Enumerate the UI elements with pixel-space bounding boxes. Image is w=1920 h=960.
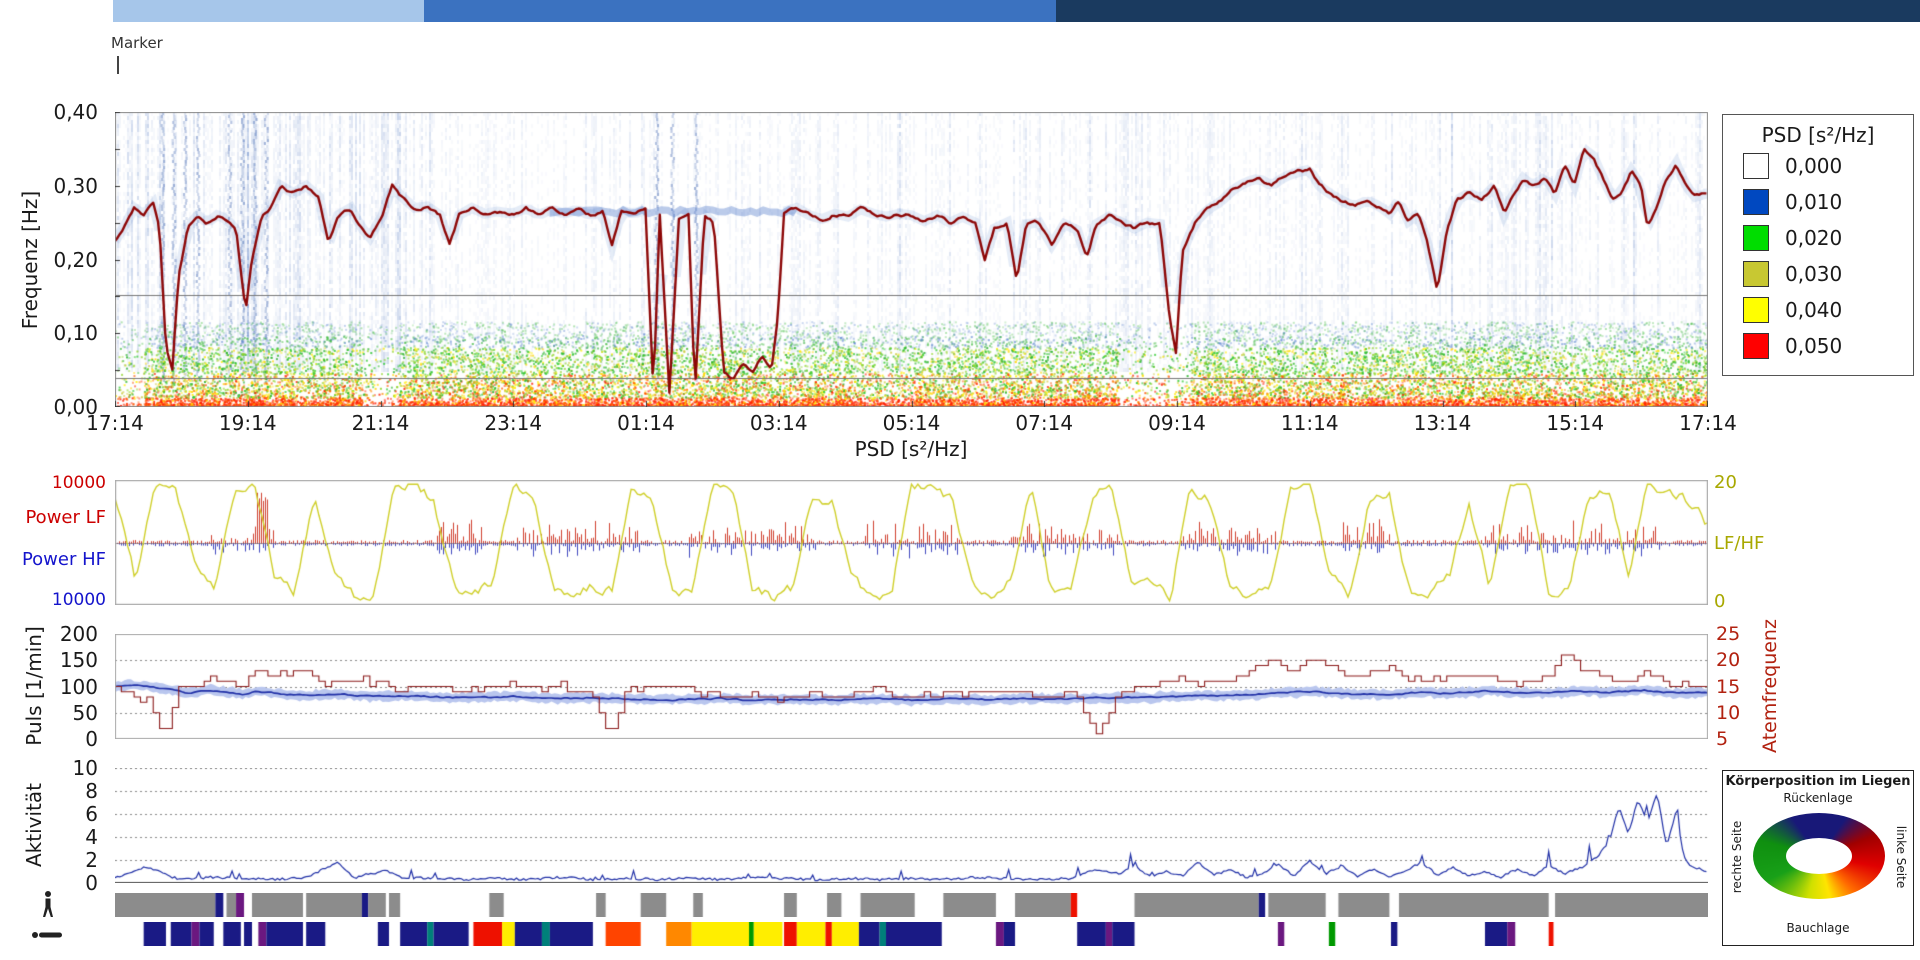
time-tick-label: 03:14: [749, 411, 808, 435]
time-tick-label: 07:14: [1015, 411, 1074, 435]
power-lfhf-plot[interactable]: [115, 480, 1708, 605]
power-hf-label: Power HF: [21, 549, 106, 570]
time-tick-label: 23:14: [484, 411, 543, 435]
respiration-tick-label: 10: [1716, 701, 1741, 724]
frequency-tick-label: 0,10: [53, 321, 98, 346]
time-tick-label: 05:14: [882, 411, 941, 435]
activity-tick-label: 10: [72, 756, 98, 780]
activity-tick-label: 2: [85, 848, 98, 872]
time-tick-label: 21:14: [351, 411, 410, 435]
power-hf-scale-max: 10000: [51, 590, 106, 610]
pulse-respiration-plot[interactable]: [115, 634, 1708, 739]
time-tick-label: 17:14: [1679, 411, 1737, 435]
banner-segment-dark[interactable]: [1056, 0, 1920, 22]
activity-tick-label: 0: [85, 871, 98, 895]
upright-position-bar[interactable]: [115, 893, 1708, 917]
ring-hole: [1786, 838, 1852, 874]
pulse-tick-label: 200: [59, 622, 98, 646]
activity-tick-label: 4: [85, 825, 98, 849]
position-label-left-side: linke Seite: [1894, 825, 1908, 889]
frequency-tick-label: 0,40: [53, 100, 98, 124]
power-lf-scale-max: 10000: [51, 473, 106, 493]
respiration-tick-label: 25: [1716, 623, 1741, 645]
respiration-axis-label: Atemfrequenz: [1759, 619, 1781, 753]
time-tick-label: 17:14: [86, 411, 144, 435]
lfhf-scale-max: 20: [1714, 472, 1737, 493]
pulse-tick-label: 0: [85, 727, 98, 751]
psd-legend-entry: 0,040: [1723, 292, 1913, 327]
psd-color-swatch: [1743, 224, 1769, 251]
banner-segment-mid[interactable]: [423, 0, 1057, 22]
position-label-supine: Rückenlage: [1783, 791, 1853, 805]
psd-legend-entry: 0,000: [1723, 148, 1913, 183]
time-tick-label: 15:14: [1546, 411, 1605, 435]
psd-color-swatch: [1743, 188, 1769, 215]
time-tick-label: 11:14: [1280, 411, 1339, 435]
position-label-right-side: rechte Seite: [1730, 820, 1744, 894]
psd-legend-entry: 0,030: [1723, 256, 1913, 291]
pulse-tick-label: 100: [59, 674, 98, 699]
activity-tick-labels: 10 8 6 4 2 0: [0, 756, 106, 895]
time-tick-labels: 17:14 19:14 21:14 23:14 01:14 03:14 05:14 07:14…: [86, 411, 1737, 437]
power-lf-label: Power LF: [25, 507, 106, 528]
psd-value-label: 0,000: [1785, 153, 1843, 178]
time-tick-label: 13:14: [1413, 411, 1472, 435]
activity-tick-label: 6: [85, 802, 98, 826]
lying-person-icon: [30, 927, 64, 946]
respiration-tick-label: 20: [1716, 649, 1741, 672]
psd-legend-title: PSD [s²/Hz]: [1761, 123, 1875, 147]
time-tick-label: 09:14: [1148, 411, 1206, 435]
psd-color-swatch: [1743, 296, 1769, 323]
psd-color-swatch: [1743, 152, 1769, 179]
psd-value-label: 0,020: [1785, 225, 1843, 250]
marker-tick-line: [117, 56, 119, 74]
lfhf-scale-min: 0: [1714, 591, 1726, 612]
frequency-tick-label: 0,30: [53, 173, 98, 198]
marker-label: Marker: [111, 34, 163, 52]
psd-legend-entry: 0,020: [1723, 220, 1913, 255]
body-position-legend: Körperposition im Liegen Rückenlage rech…: [1722, 770, 1914, 946]
psd-color-swatch: [1743, 332, 1769, 359]
standing-person-icon: [40, 890, 56, 924]
timeline-banner: [113, 0, 1920, 22]
psd-value-label: 0,010: [1785, 189, 1843, 214]
frequency-tick-label: 0,00: [53, 395, 98, 419]
psd-value-label: 0,050: [1785, 333, 1843, 358]
body-position-color-ring: [1753, 813, 1885, 899]
psd-legend-entry: 0,050: [1723, 328, 1913, 363]
psd-axis-label: PSD [s²/Hz]: [854, 437, 968, 461]
time-tick-label: 01:14: [617, 411, 675, 435]
respiration-tick-label: 5: [1716, 728, 1729, 750]
activity-tick-label: 8: [85, 779, 98, 803]
psd-value-label: 0,030: [1785, 261, 1843, 286]
activity-plot[interactable]: [115, 768, 1708, 883]
psd-color-swatch: [1743, 260, 1769, 287]
psd-colorscale-legend: PSD [s²/Hz] 0,000 0,010 0,020 0,030 0,040 0,0…: [1722, 114, 1914, 376]
position-label-prone: Bauchlage: [1786, 921, 1850, 935]
pulse-tick-label: 150: [59, 648, 98, 673]
banner-segment-light[interactable]: [113, 0, 424, 22]
psd-value-label: 0,040: [1785, 297, 1843, 322]
psd-legend-entry: 0,010: [1723, 184, 1913, 219]
psd-legend-entries: 0,000 0,010 0,020 0,030 0,040 0,050: [1723, 148, 1913, 363]
spectrogram-plot[interactable]: [115, 112, 1708, 407]
frequency-tick-labels: 0,40 0,30 0,20 0,10 0,00: [0, 100, 106, 419]
lfhf-axis-label: LF/HF: [1714, 533, 1765, 554]
frequency-tick-label: 0,20: [53, 247, 98, 272]
respiration-tick-labels: 25 20 15 10 5: [1714, 623, 1768, 750]
pulse-tick-label: 50: [72, 700, 98, 725]
body-position-legend-title: Körperposition im Liegen: [1725, 774, 1911, 789]
lying-position-bar[interactable]: [115, 922, 1708, 946]
time-tick-label: 19:14: [218, 411, 277, 435]
pulse-tick-labels: 200 150 100 50 0: [0, 622, 106, 751]
respiration-tick-label: 15: [1716, 675, 1741, 698]
